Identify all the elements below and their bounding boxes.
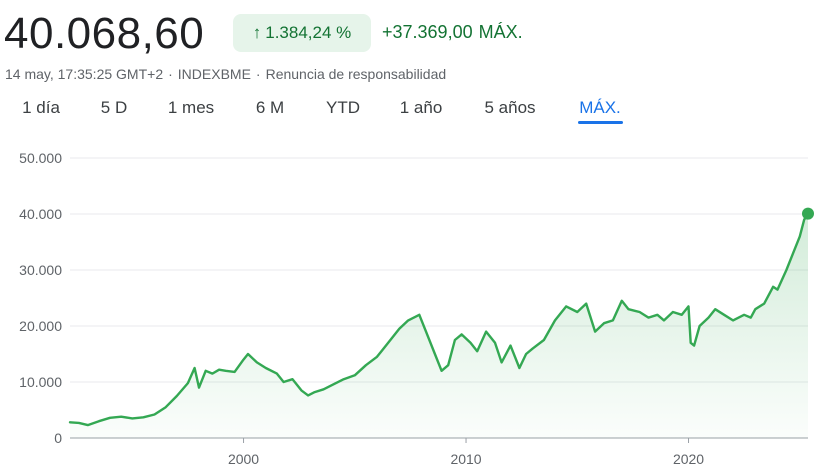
tab-5-days[interactable]: 5 D [100, 98, 128, 117]
tab-6-months[interactable]: 6 M [255, 98, 285, 117]
current-price: 40.068,60 [4, 9, 205, 58]
chart-area-fill [70, 213, 808, 438]
y-tick-label: 20.000 [19, 318, 62, 334]
tab-5-years[interactable]: 5 años [484, 98, 536, 117]
price-chart[interactable]: 0 10.000 20.000 30.000 40.000 50.000 2000 2010… [0, 140, 836, 475]
x-tick-label: 2000 [228, 451, 259, 467]
y-tick-label: 10.000 [19, 374, 62, 390]
y-tick-label: 0 [54, 430, 62, 446]
quote-meta: 14 may, 17:35:25 GMT+2 · INDEXBME · Renuncia… [5, 66, 446, 82]
active-tab-indicator [578, 121, 623, 124]
tab-1-day[interactable]: 1 día [22, 98, 60, 117]
tab-1-month[interactable]: 1 mes [167, 98, 215, 117]
y-tick-label: 40.000 [19, 206, 62, 222]
tab-1-year[interactable]: 1 año [399, 98, 443, 117]
tab-max[interactable]: MÁX. [579, 98, 621, 117]
timestamp: 14 may, 17:35:25 GMT+2 [5, 66, 164, 82]
arrow-up-icon: ↑ [252, 23, 262, 42]
tab-ytd[interactable]: YTD [326, 98, 360, 117]
chart-series-line [68, 212, 810, 427]
change-percent: 1.384,24 % [265, 23, 352, 42]
separator: · [255, 66, 261, 82]
y-tick-label: 50.000 [19, 150, 62, 166]
x-tick-label: 2020 [673, 451, 704, 467]
disclaimer-link[interactable]: Renuncia de responsabilidad [265, 66, 447, 82]
separator: · [168, 66, 173, 82]
chart-last-point [802, 207, 814, 220]
exchange-name: INDEXBME [177, 66, 251, 82]
absolute-change: +37.369,00 MÁX. [382, 22, 523, 43]
change-absolute-value: +37.369,00 [382, 22, 473, 42]
y-tick-label: 30.000 [19, 262, 62, 278]
x-tick-label: 2010 [450, 451, 481, 467]
range-tabs: 1 día 5 D 1 mes 6 M YTD 1 año 5 años MÁX… [0, 94, 836, 126]
change-percent-badge: ↑ 1.384,24 % [233, 14, 371, 52]
change-period: MÁX. [478, 22, 523, 42]
